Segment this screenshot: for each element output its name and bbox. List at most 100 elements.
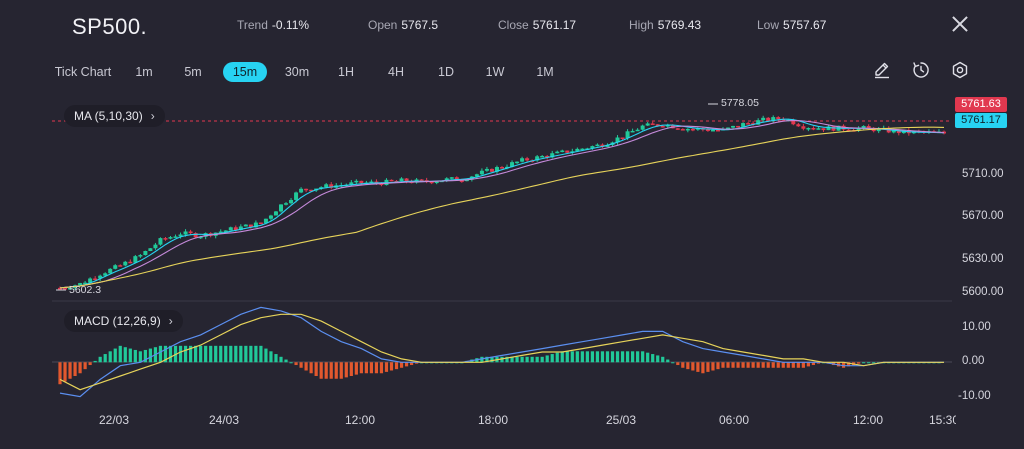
macd-histogram-bar: [224, 345, 228, 363]
macd-histogram-bar: [841, 362, 846, 368]
ma-long-line: [59, 126, 945, 289]
low-marker-label: 5602.3: [69, 284, 102, 296]
macd-histogram-bar: [178, 345, 183, 363]
macd-histogram-bar: [846, 362, 851, 367]
macd-histogram-bar: [610, 351, 615, 363]
macd-histogram-bar: [525, 356, 529, 363]
macd-histogram-bar: [123, 347, 127, 363]
candle-body: [299, 188, 304, 193]
macd-histogram-bar: [661, 356, 665, 363]
macd-histogram-bar: [409, 362, 414, 366]
candle-body: [801, 126, 806, 129]
macd-histogram-bar: [138, 351, 142, 363]
pencil-icon[interactable]: [872, 60, 892, 80]
time-tick-label: 18:00: [478, 413, 509, 427]
macd-histogram-bar: [344, 362, 348, 378]
candle-body: [248, 224, 253, 228]
ma-short-line: [59, 118, 945, 289]
candle-body: [309, 189, 314, 192]
tab-1w[interactable]: 1W: [485, 65, 505, 79]
macd-histogram-bar: [314, 362, 318, 376]
candle-body: [540, 155, 545, 158]
macd-histogram-bar: [706, 362, 710, 372]
candle-body: [168, 237, 173, 239]
macd-indicator-pill[interactable]: MACD (12,26,9) ›: [64, 310, 183, 332]
macd-histogram-bar: [676, 362, 680, 366]
high-marker-label: 5778.05: [721, 97, 759, 109]
candle-body: [324, 184, 329, 188]
macd-histogram-bar: [771, 362, 775, 368]
candle-body: [294, 192, 299, 200]
macd-histogram-bar: [485, 356, 489, 363]
macd-histogram-bar: [862, 362, 866, 364]
macd-histogram-bar: [394, 362, 399, 370]
macd-histogram-bar: [595, 351, 600, 363]
candle-body: [494, 167, 499, 172]
candle-body: [354, 180, 359, 183]
tab-1h[interactable]: 1H: [338, 65, 354, 79]
ma-indicator-pill[interactable]: MA (5,10,30) ›: [64, 105, 165, 127]
macd-histogram-bar: [259, 345, 263, 363]
macd-histogram-bar: [540, 356, 544, 363]
macd-histogram-bar: [520, 356, 524, 363]
candle-body: [304, 188, 309, 191]
macd-histogram-bar: [299, 362, 303, 368]
macd-histogram-bar: [113, 348, 117, 363]
macd-histogram-bar: [806, 362, 810, 367]
candle-body: [238, 226, 243, 231]
candle-body: [756, 120, 761, 125]
macd-histogram-bar: [656, 355, 660, 363]
ma-mid-line: [59, 119, 945, 289]
tab-5m[interactable]: 5m: [184, 65, 202, 79]
macd-histogram-bar: [339, 362, 343, 379]
candle-body: [826, 126, 831, 131]
candle-body: [243, 224, 248, 227]
macd-histogram-bar: [636, 351, 640, 363]
candle-body: [474, 174, 479, 177]
candle-body: [118, 265, 123, 267]
time-tick-label: 12:00: [853, 413, 884, 427]
candle-body: [715, 129, 720, 132]
candle-body: [399, 178, 404, 182]
macd-histogram-bar: [128, 348, 132, 363]
candle-body: [891, 129, 896, 133]
tab-15m[interactable]: 15m: [223, 62, 267, 82]
candle-body: [821, 128, 826, 131]
macd-histogram-bar: [811, 362, 816, 366]
macd-histogram-bar: [801, 362, 805, 368]
tab-tick-chart[interactable]: Tick Chart: [54, 65, 112, 79]
macd-histogram-bar: [168, 345, 173, 363]
candle-body: [193, 233, 198, 238]
time-tick-label: 24/03: [209, 413, 240, 427]
macd-histogram-bar: [369, 362, 374, 374]
tab-1m[interactable]: 1m: [135, 65, 153, 79]
macd-histogram-bar: [264, 348, 268, 363]
macd-histogram-bar: [651, 354, 655, 363]
candle-body: [223, 230, 228, 232]
macd-histogram-bar: [816, 362, 821, 364]
macd-histogram-bar: [480, 356, 484, 363]
macd-histogram-bar: [249, 345, 253, 363]
macd-tick-label: 0.00: [962, 355, 985, 367]
candle-body: [329, 184, 334, 188]
candle-body: [685, 128, 690, 131]
candle-body: [590, 146, 595, 149]
tab-30m[interactable]: 30m: [284, 65, 310, 79]
settings-icon[interactable]: [950, 60, 970, 80]
macd-histogram-bar: [545, 355, 549, 363]
tab-1mo[interactable]: 1M: [536, 65, 554, 79]
candle-body: [444, 178, 449, 181]
macd-histogram-bar: [590, 351, 595, 363]
macd-histogram-bar: [103, 354, 107, 363]
candle-body: [640, 125, 645, 130]
time-tick-label: 15:30: [929, 413, 956, 427]
candle-body: [620, 137, 625, 139]
tab-1d[interactable]: 1D: [438, 65, 454, 79]
timer-icon[interactable]: [911, 60, 931, 80]
macd-histogram-bar: [384, 362, 389, 372]
signal-line: [59, 313, 944, 391]
candle-body: [68, 288, 73, 290]
tab-4h[interactable]: 4H: [388, 65, 404, 79]
candle-body: [746, 123, 751, 125]
